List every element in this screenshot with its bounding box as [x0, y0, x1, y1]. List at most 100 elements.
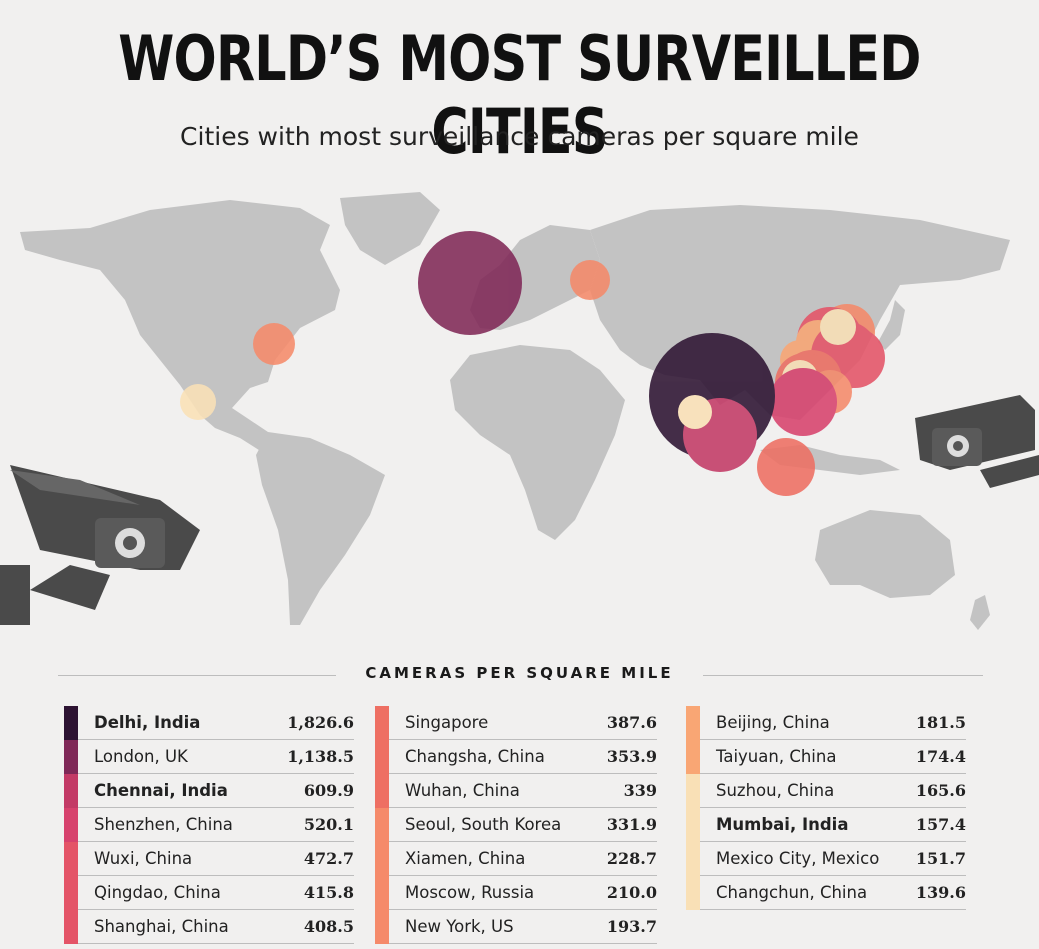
- bubble-london: [418, 231, 522, 335]
- city-name: Seoul, South Korea: [405, 815, 562, 834]
- camera-density-value: 165.6: [915, 781, 966, 800]
- city-name: Chennai, India: [94, 781, 228, 800]
- japan-shape: [878, 300, 905, 350]
- legend-column-2: Singapore 387.6 Changsha, China 353.9 Wuhan,…: [375, 706, 657, 944]
- city-name: Shenzhen, China: [94, 815, 233, 834]
- table-row: Moscow, Russia 210.0: [375, 876, 657, 910]
- camera-density-value: 353.9: [606, 747, 657, 766]
- camera-density-value: 387.6: [606, 713, 657, 732]
- cctv-camera-right-icon: [915, 395, 1039, 488]
- camera-density-value: 1,826.6: [287, 713, 354, 732]
- page-subtitle: Cities with most surveillance cameras pe…: [180, 122, 859, 151]
- table-row: Mumbai, India 157.4: [686, 808, 966, 842]
- table-row: Qingdao, China 415.8: [64, 876, 354, 910]
- color-swatch: [64, 910, 78, 944]
- table-row: Shenzhen, China 520.1: [64, 808, 354, 842]
- table-row: Seoul, South Korea 331.9: [375, 808, 657, 842]
- city-name: New York, US: [405, 917, 514, 936]
- table-row: Taiyuan, China 174.4: [686, 740, 966, 774]
- camera-density-value: 339: [623, 781, 657, 800]
- camera-density-value: 174.4: [915, 747, 966, 766]
- camera-density-value: 415.8: [303, 883, 354, 902]
- city-name: Qingdao, China: [94, 883, 221, 902]
- camera-density-value: 520.1: [303, 815, 354, 834]
- city-name: Xiamen, China: [405, 849, 526, 868]
- color-swatch: [375, 774, 389, 808]
- city-name: London, UK: [94, 747, 188, 766]
- camera-density-value: 609.9: [303, 781, 354, 800]
- table-row: Wuxi, China 472.7: [64, 842, 354, 876]
- color-swatch: [64, 808, 78, 842]
- color-swatch: [686, 876, 700, 910]
- camera-density-value: 181.5: [915, 713, 966, 732]
- camera-density-value: 331.9: [606, 815, 657, 834]
- page-title: WORLD’S MOST SURVEILLED CITIES: [118, 22, 921, 168]
- table-row: London, UK 1,138.5: [64, 740, 354, 774]
- bubble-singapore: [757, 438, 815, 496]
- table-row: Mexico City, Mexico 151.7: [686, 842, 966, 876]
- legend-divider-right: [703, 675, 983, 676]
- city-name: Suzhou, China: [716, 781, 835, 800]
- south-america-shape: [256, 432, 385, 625]
- world-map: [0, 192, 1039, 630]
- new-zealand-shape: [970, 595, 990, 630]
- table-row: Chennai, India 609.9: [64, 774, 354, 808]
- bubble-new-york: [253, 323, 295, 365]
- camera-density-value: 151.7: [915, 849, 966, 868]
- camera-density-value: 157.4: [915, 815, 966, 834]
- color-swatch: [64, 706, 78, 740]
- table-row: Beijing, China 181.5: [686, 706, 966, 740]
- camera-density-value: 193.7: [606, 917, 657, 936]
- table-row: Suzhou, China 165.6: [686, 774, 966, 808]
- table-row: New York, US 193.7: [375, 910, 657, 944]
- city-name: Wuxi, China: [94, 849, 193, 868]
- bubble-mumbai: [678, 395, 712, 429]
- color-swatch: [686, 842, 700, 876]
- city-name: Changsha, China: [405, 747, 545, 766]
- australia-shape: [815, 510, 955, 598]
- city-name: Shanghai, China: [94, 917, 229, 936]
- city-name: Mexico City, Mexico: [716, 849, 880, 868]
- table-row: Singapore 387.6: [375, 706, 657, 740]
- camera-density-value: 1,138.5: [287, 747, 354, 766]
- color-swatch: [375, 910, 389, 944]
- bubble-mexico-city: [180, 384, 216, 420]
- city-name: Delhi, India: [94, 713, 201, 732]
- camera-density-value: 228.7: [606, 849, 657, 868]
- city-name: Moscow, Russia: [405, 883, 535, 902]
- camera-density-value: 210.0: [606, 883, 657, 902]
- camera-density-value: 408.5: [303, 917, 354, 936]
- north-america-shape: [20, 200, 340, 425]
- color-swatch: [64, 842, 78, 876]
- table-row: Changchun, China 139.6: [686, 876, 966, 910]
- table-row: Wuhan, China 339: [375, 774, 657, 808]
- color-swatch: [686, 808, 700, 842]
- africa-shape: [450, 345, 625, 540]
- city-name: Changchun, China: [716, 883, 868, 902]
- color-swatch: [375, 706, 389, 740]
- city-name: Taiyuan, China: [716, 747, 837, 766]
- table-row: Delhi, India 1,826.6: [64, 706, 354, 740]
- camera-density-value: 472.7: [303, 849, 354, 868]
- bubble-moscow: [570, 260, 610, 300]
- table-row: Changsha, China 353.9: [375, 740, 657, 774]
- legend-divider-left: [58, 675, 336, 676]
- city-name: Singapore: [405, 713, 489, 732]
- color-swatch: [686, 706, 700, 740]
- color-swatch: [686, 740, 700, 774]
- color-swatch: [64, 740, 78, 774]
- central-america-shape: [200, 408, 276, 452]
- color-swatch: [64, 774, 78, 808]
- color-swatch: [64, 876, 78, 910]
- city-name: Mumbai, India: [716, 815, 849, 834]
- table-row: Xiamen, China 228.7: [375, 842, 657, 876]
- color-swatch: [375, 808, 389, 842]
- color-swatch: [375, 842, 389, 876]
- bubble-changchun: [820, 309, 856, 345]
- bubble-shenzhen: [769, 368, 837, 436]
- legend-column-1: Delhi, India 1,826.6 London, UK 1,138.5 Chen…: [64, 706, 354, 944]
- color-swatch: [375, 876, 389, 910]
- color-swatch: [375, 740, 389, 774]
- cctv-camera-left-icon: [0, 465, 200, 625]
- camera-density-value: 139.6: [915, 883, 966, 902]
